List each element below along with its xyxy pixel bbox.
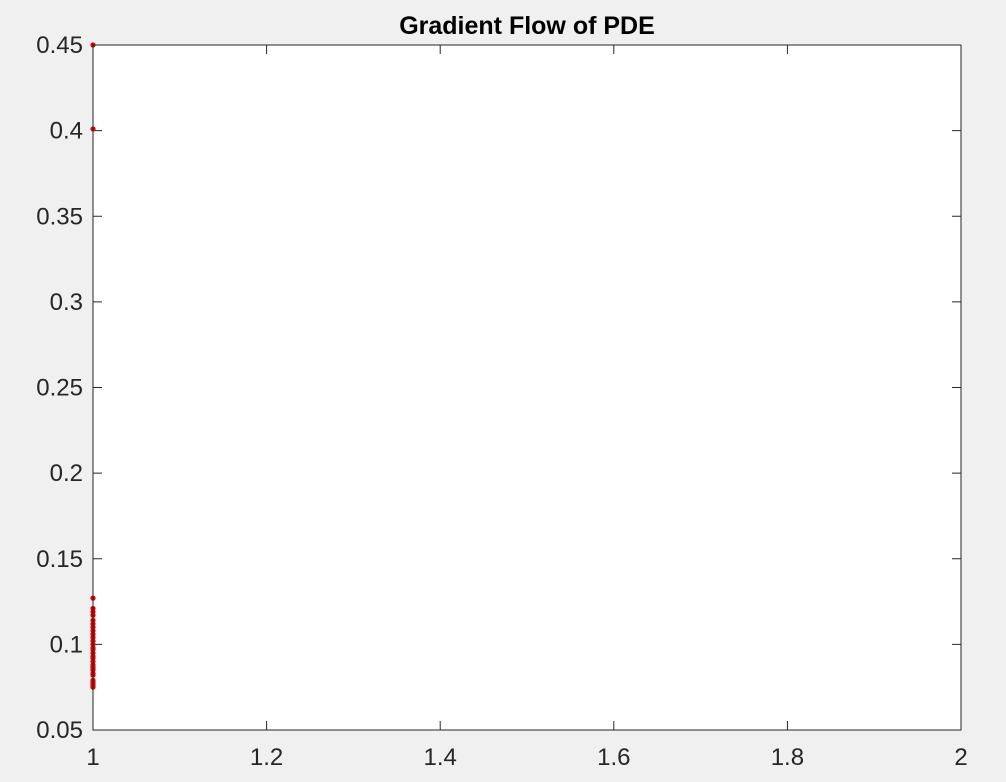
x-tick-label: 1.8: [771, 744, 804, 771]
x-tick-label: 1.2: [250, 744, 283, 771]
plot-frame: [92, 44, 962, 731]
chart-title: Gradient Flow of PDE: [399, 12, 655, 40]
y-tick-label: 0.3: [50, 289, 83, 316]
x-tick-label: 1: [86, 744, 99, 771]
y-tick-label: 0.45: [36, 32, 83, 59]
x-tick-labels: 1 1.2 1.4 1.6 1.8 2: [86, 744, 967, 771]
y-tick-label: 0.1: [50, 631, 83, 658]
y-tick-label: 0.2: [50, 460, 83, 487]
x-tick-label: 2: [954, 744, 967, 771]
plot-area: [93, 45, 961, 730]
y-tick-label: 0.05: [36, 717, 83, 744]
y-tick-label: 0.25: [36, 375, 83, 402]
y-tick-label: 0.4: [50, 118, 83, 145]
y-tick-label: 0.35: [36, 203, 83, 230]
y-tick-labels: 0.05 0.1 0.15 0.2 0.25 0.3 0.35 0.4 0.45: [36, 32, 83, 744]
x-tick-label: 1.6: [597, 744, 630, 771]
x-tick-label: 1.4: [424, 744, 457, 771]
y-tick-label: 0.15: [36, 546, 83, 573]
